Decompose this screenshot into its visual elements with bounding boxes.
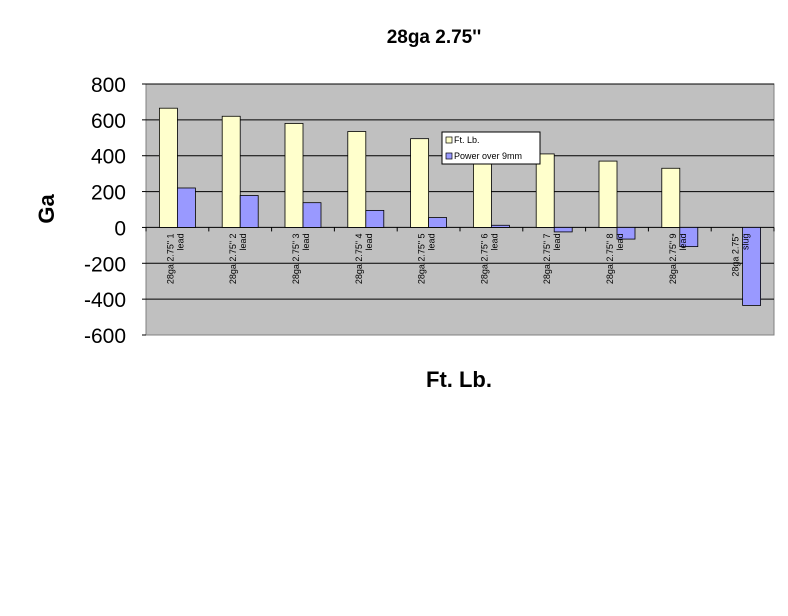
bar-ft-lb: [535, 153, 555, 228]
category-label-line: 28ga 2.75" 1: [165, 233, 175, 284]
legend-swatch-power-over-9mm: [445, 152, 453, 160]
y-axis-ticks: 800 600 400 200 0 -200 -400 -600: [84, 74, 146, 348]
category-label-line: 28ga 2.75" 8: [605, 233, 615, 284]
category-label-line: 28ga 2.75" 9: [668, 233, 678, 284]
category-label: 28ga 2.75" 8 lead: [605, 233, 625, 284]
bar-power-over-9mm: [302, 202, 322, 228]
bar-ft-lb: [410, 138, 430, 228]
bar-power-over-9mm: [616, 227, 636, 240]
category-label: 28ga 2.75" 5 lead: [417, 233, 437, 284]
category-label-line: lead: [175, 233, 185, 250]
category-label-line: slug: [741, 233, 751, 250]
y-tick-label: 0: [114, 217, 126, 240]
category-label: 28ga 2.75" 7 lead: [542, 233, 562, 284]
bar-ft-lb: [284, 123, 304, 228]
category-label: 28ga 2.75" 2 lead: [228, 233, 248, 284]
bar-power-over-9mm: [428, 217, 448, 228]
y-tick-label: -400: [84, 289, 126, 312]
y-tick-label: 600: [91, 110, 126, 133]
legend-label-power-over-9mm: Power over 9mm: [454, 151, 522, 161]
legend-label-ft-lb: Ft. Lb.: [454, 135, 480, 145]
bar-ft-lb: [598, 160, 618, 228]
y-tick-label: 800: [91, 74, 126, 97]
x-axis-title: Ft. Lb.: [426, 367, 492, 392]
category-label: 28ga 2.75" 6 lead: [479, 233, 499, 284]
category-label-line: 28ga 2.75" 6: [479, 233, 489, 284]
category-label: 28ga 2.75" 1 lead: [165, 233, 185, 284]
bar-power-over-9mm: [553, 227, 573, 233]
category-label-line: lead: [489, 233, 499, 250]
bar-ft-lb: [661, 167, 681, 228]
y-axis-title: Ga: [34, 194, 59, 224]
bar-ft-lb: [347, 131, 367, 228]
category-label: 28ga 2.75" 9 lead: [668, 233, 688, 284]
category-label-line: lead: [552, 233, 562, 250]
category-label-line: lead: [427, 233, 437, 250]
y-tick-label: -200: [84, 253, 126, 276]
bar-ft-lb: [158, 107, 178, 228]
bar-power-over-9mm: [679, 227, 699, 248]
bars: [158, 107, 761, 306]
y-tick-label: 400: [91, 146, 126, 169]
category-label-line: 28ga 2.75" 2: [228, 233, 238, 284]
bar-power-over-9mm: [239, 195, 259, 228]
legend: Ft. Lb. Power over 9mm: [441, 131, 541, 165]
bar-ft-lb: [221, 115, 241, 228]
category-label: 28ga 2.75" 3 lead: [291, 233, 311, 284]
y-tick-label: 200: [91, 182, 126, 205]
category-labels: 28ga 2.75" 1 lead 28ga 2.75" 2 lead 28ga 2.7…: [165, 233, 750, 284]
bar-power-over-9mm: [490, 224, 510, 228]
category-label-line: lead: [678, 233, 688, 250]
category-label: 28ga 2.75" slug: [731, 233, 751, 276]
y-tick-label: -600: [84, 325, 126, 348]
legend-box: [441, 131, 541, 165]
legend-swatch-ft-lb: [445, 136, 453, 144]
category-label-line: lead: [615, 233, 625, 250]
category-label-line: lead: [364, 233, 374, 250]
bar-power-over-9mm: [176, 187, 196, 228]
category-label-line: 28ga 2.75" 5: [417, 233, 427, 284]
category-label-line: 28ga 2.75": [731, 233, 741, 276]
category-label-line: lead: [301, 233, 311, 250]
category-label-line: 28ga 2.75" 4: [354, 233, 364, 284]
category-label-line: lead: [238, 233, 248, 250]
category-label-line: 28ga 2.75" 7: [542, 233, 552, 284]
category-label-line: 28ga 2.75" 3: [291, 233, 301, 284]
chart-title: 28ga 2.75'': [387, 27, 482, 48]
bar-power-over-9mm: [742, 227, 761, 306]
bar-power-over-9mm: [365, 209, 385, 228]
category-label: 28ga 2.75" 4 lead: [354, 233, 374, 284]
